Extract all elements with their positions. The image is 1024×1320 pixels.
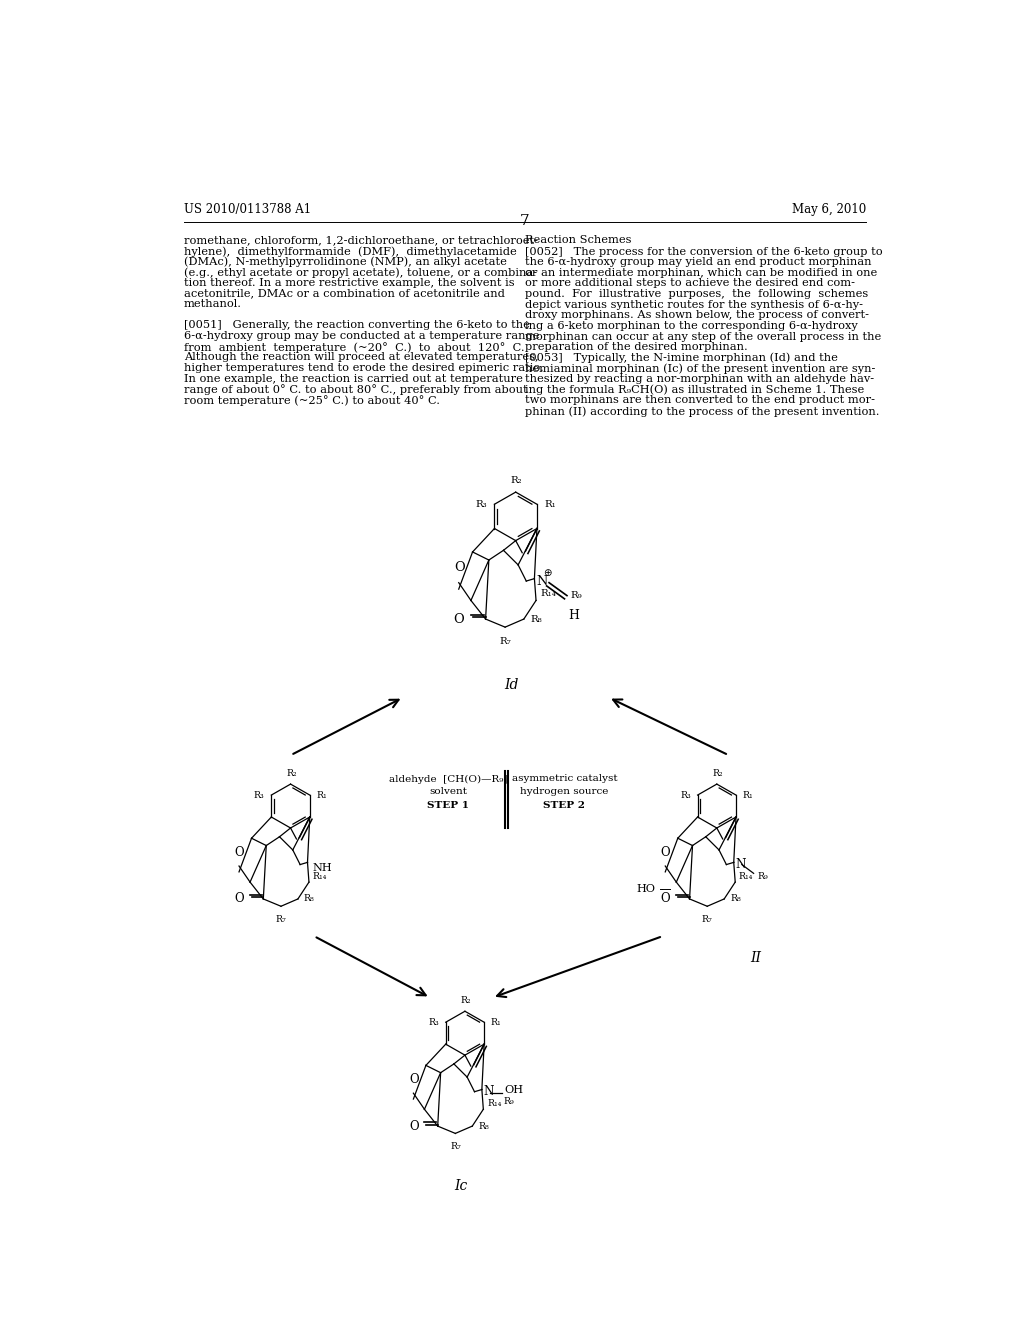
Text: (DMAc), N-methylpyrrolidinone (NMP), an alkyl acetate: (DMAc), N-methylpyrrolidinone (NMP), an …: [183, 256, 507, 267]
Text: droxy morphinans. As shown below, the process of convert-: droxy morphinans. As shown below, the pr…: [524, 310, 868, 321]
Text: R₁₄: R₁₄: [312, 871, 327, 880]
Text: thesized by reacting a nor-morphinan with an aldehyde hav-: thesized by reacting a nor-morphinan wit…: [524, 374, 873, 384]
Text: O: O: [409, 1119, 419, 1133]
Text: hydrogen source: hydrogen source: [520, 788, 608, 796]
Text: R₉: R₉: [570, 591, 582, 601]
Text: R₇: R₇: [701, 915, 713, 924]
Text: [0052]   The process for the conversion of the 6-keto group to: [0052] The process for the conversion of…: [524, 247, 883, 256]
Text: preparation of the desired morphinan.: preparation of the desired morphinan.: [524, 342, 748, 352]
Text: R₁₄: R₁₄: [739, 871, 754, 880]
Text: methanol.: methanol.: [183, 300, 242, 309]
Text: or an intermediate morphinan, which can be modified in one: or an intermediate morphinan, which can …: [524, 268, 877, 277]
Text: from  ambient  temperature  (~20°  C.)  to  about  120°  C.: from ambient temperature (~20° C.) to ab…: [183, 342, 524, 352]
Text: R₃: R₃: [428, 1018, 439, 1027]
Text: STEP 1: STEP 1: [427, 801, 469, 810]
Text: STEP 2: STEP 2: [544, 801, 586, 810]
Text: R₃: R₃: [680, 791, 691, 800]
Text: solvent: solvent: [429, 788, 467, 796]
Text: ing the formula R₉CH(O) as illustrated in Scheme 1. These: ing the formula R₉CH(O) as illustrated i…: [524, 384, 864, 395]
Text: R₇: R₇: [450, 1142, 461, 1151]
Text: N: N: [483, 1085, 494, 1098]
Text: R₃: R₃: [475, 500, 487, 508]
Text: In one example, the reaction is carried out at temperature: In one example, the reaction is carried …: [183, 374, 522, 384]
Text: OH: OH: [504, 1085, 523, 1094]
Text: R₂: R₂: [511, 475, 522, 484]
Text: NH: NH: [312, 863, 332, 874]
Text: asymmetric catalyst: asymmetric catalyst: [512, 775, 617, 783]
Text: O: O: [660, 892, 671, 906]
Text: hemiaminal morphinan (Ic) of the present invention are syn-: hemiaminal morphinan (Ic) of the present…: [524, 363, 876, 374]
Text: R₈: R₈: [730, 895, 740, 903]
Text: Id: Id: [505, 678, 519, 692]
Text: R₇: R₇: [500, 636, 511, 645]
Text: Ic: Ic: [455, 1179, 468, 1193]
Text: R₃: R₃: [254, 791, 265, 800]
Text: Reaction Schemes: Reaction Schemes: [524, 235, 632, 246]
Text: R₈: R₈: [530, 615, 542, 623]
Text: aldehyde  [CH(O)—R₉]: aldehyde [CH(O)—R₉]: [389, 775, 507, 784]
Text: N: N: [536, 574, 548, 587]
Text: HO: HO: [637, 884, 655, 895]
Text: N: N: [735, 858, 745, 871]
Text: R₁: R₁: [545, 500, 556, 508]
Text: R₈: R₈: [304, 895, 314, 903]
Text: hylene),  dimethylformamide  (DMF),  dimethylacetamide: hylene), dimethylformamide (DMF), dimeth…: [183, 246, 516, 256]
Text: R₁₄: R₁₄: [540, 590, 556, 598]
Text: phinan (II) according to the process of the present invention.: phinan (II) according to the process of …: [524, 407, 880, 417]
Text: R₂: R₂: [286, 768, 297, 777]
Text: pound.  For  illustrative  purposes,  the  following  schemes: pound. For illustrative purposes, the fo…: [524, 289, 868, 300]
Text: range of about 0° C. to about 80° C., preferably from about: range of about 0° C. to about 80° C., pr…: [183, 384, 527, 395]
Text: R₁: R₁: [316, 791, 327, 800]
Text: O: O: [454, 561, 465, 574]
Text: R₂: R₂: [713, 768, 723, 777]
Text: O: O: [234, 892, 244, 906]
Text: two morphinans are then converted to the end product mor-: two morphinans are then converted to the…: [524, 395, 874, 405]
Text: tion thereof. In a more restrictive example, the solvent is: tion thereof. In a more restrictive exam…: [183, 279, 514, 288]
Text: acetonitrile, DMAc or a combination of acetonitrile and: acetonitrile, DMAc or a combination of a…: [183, 289, 505, 298]
Text: depict various synthetic routes for the synthesis of 6-α-hy-: depict various synthetic routes for the …: [524, 300, 863, 310]
Text: [0053]   Typically, the N-imine morphinan (Id) and the: [0053] Typically, the N-imine morphinan …: [524, 352, 838, 363]
Text: II: II: [751, 952, 761, 965]
Text: O: O: [454, 612, 465, 626]
Text: R₉: R₉: [758, 871, 768, 880]
Text: R₂: R₂: [461, 995, 471, 1005]
Text: romethane, chloroform, 1,2-dichloroethane, or tetrachloroet-: romethane, chloroform, 1,2-dichloroethan…: [183, 235, 538, 246]
Text: R₉: R₉: [504, 1097, 515, 1106]
Text: the 6-α-hydroxy group may yield an end product morphinan: the 6-α-hydroxy group may yield an end p…: [524, 257, 871, 267]
Text: or more additional steps to achieve the desired end com-: or more additional steps to achieve the …: [524, 279, 855, 289]
Text: morphinan can occur at any step of the overall process in the: morphinan can occur at any step of the o…: [524, 331, 881, 342]
Text: 7: 7: [520, 214, 529, 228]
Text: [0051]   Generally, the reaction converting the 6-keto to the: [0051] Generally, the reaction convertin…: [183, 321, 529, 330]
Text: R₈: R₈: [478, 1122, 488, 1131]
Text: ing a 6-keto morphinan to the corresponding 6-α-hydroxy: ing a 6-keto morphinan to the correspond…: [524, 321, 857, 331]
Text: O: O: [409, 1073, 419, 1086]
Text: R₁: R₁: [742, 791, 754, 800]
Text: Although the reaction will proceed at elevated temperatures,: Although the reaction will proceed at el…: [183, 352, 539, 362]
Text: R₁: R₁: [490, 1018, 502, 1027]
Text: 6-α-hydroxy group may be conducted at a temperature range: 6-α-hydroxy group may be conducted at a …: [183, 331, 540, 341]
Text: room temperature (~25° C.) to about 40° C.: room temperature (~25° C.) to about 40° …: [183, 395, 439, 405]
Text: O: O: [660, 846, 671, 858]
Text: higher temperatures tend to erode the desired epimeric ratio.: higher temperatures tend to erode the de…: [183, 363, 544, 374]
Text: US 2010/0113788 A1: US 2010/0113788 A1: [183, 203, 311, 216]
Text: May 6, 2010: May 6, 2010: [792, 203, 866, 216]
Text: R₇: R₇: [275, 915, 287, 924]
Text: H: H: [568, 609, 579, 622]
Text: O: O: [234, 846, 244, 858]
Text: R₁₄: R₁₄: [487, 1100, 502, 1107]
Text: (e.g., ethyl acetate or propyl acetate), toluene, or a combina-: (e.g., ethyl acetate or propyl acetate),…: [183, 267, 537, 277]
Text: ⊕: ⊕: [543, 568, 552, 578]
